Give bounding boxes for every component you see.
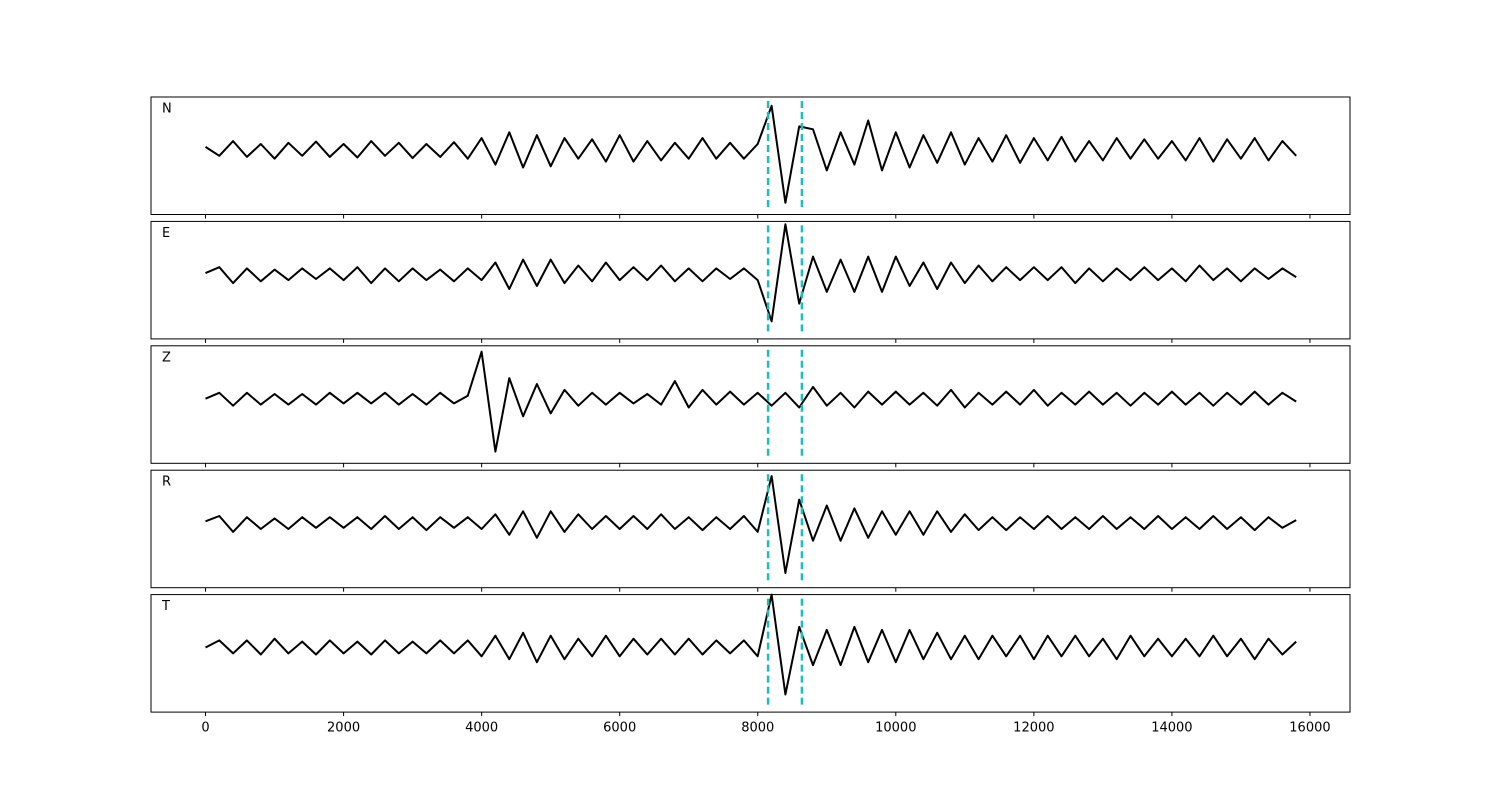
trace-label: T xyxy=(161,599,170,614)
trace-label: E xyxy=(162,226,170,241)
trace-label: N xyxy=(162,102,172,117)
x-tick-label: 16000 xyxy=(1289,721,1330,736)
waveform xyxy=(205,475,1297,574)
x-tick-label: 4000 xyxy=(465,721,498,736)
trace-label: Z xyxy=(162,350,171,365)
x-tick-label: 2000 xyxy=(327,721,360,736)
x-tick-label: 12000 xyxy=(1013,721,1054,736)
x-tick-label: 0 xyxy=(201,721,209,736)
x-tick-label: 14000 xyxy=(1151,721,1192,736)
panel-frame xyxy=(150,469,1351,589)
waveform xyxy=(205,223,1297,323)
panel-frame xyxy=(150,345,1351,464)
panel-frame xyxy=(150,220,1351,340)
waveform xyxy=(204,104,1297,204)
x-tick-label: 6000 xyxy=(603,721,636,736)
x-tick-label: 8000 xyxy=(741,721,774,736)
x-tick-label: 10000 xyxy=(875,721,916,736)
waveform xyxy=(205,350,1297,453)
trace-label: R xyxy=(162,475,171,490)
panel-frame xyxy=(150,594,1351,713)
waveform xyxy=(205,593,1297,696)
panel-frame xyxy=(150,96,1351,215)
